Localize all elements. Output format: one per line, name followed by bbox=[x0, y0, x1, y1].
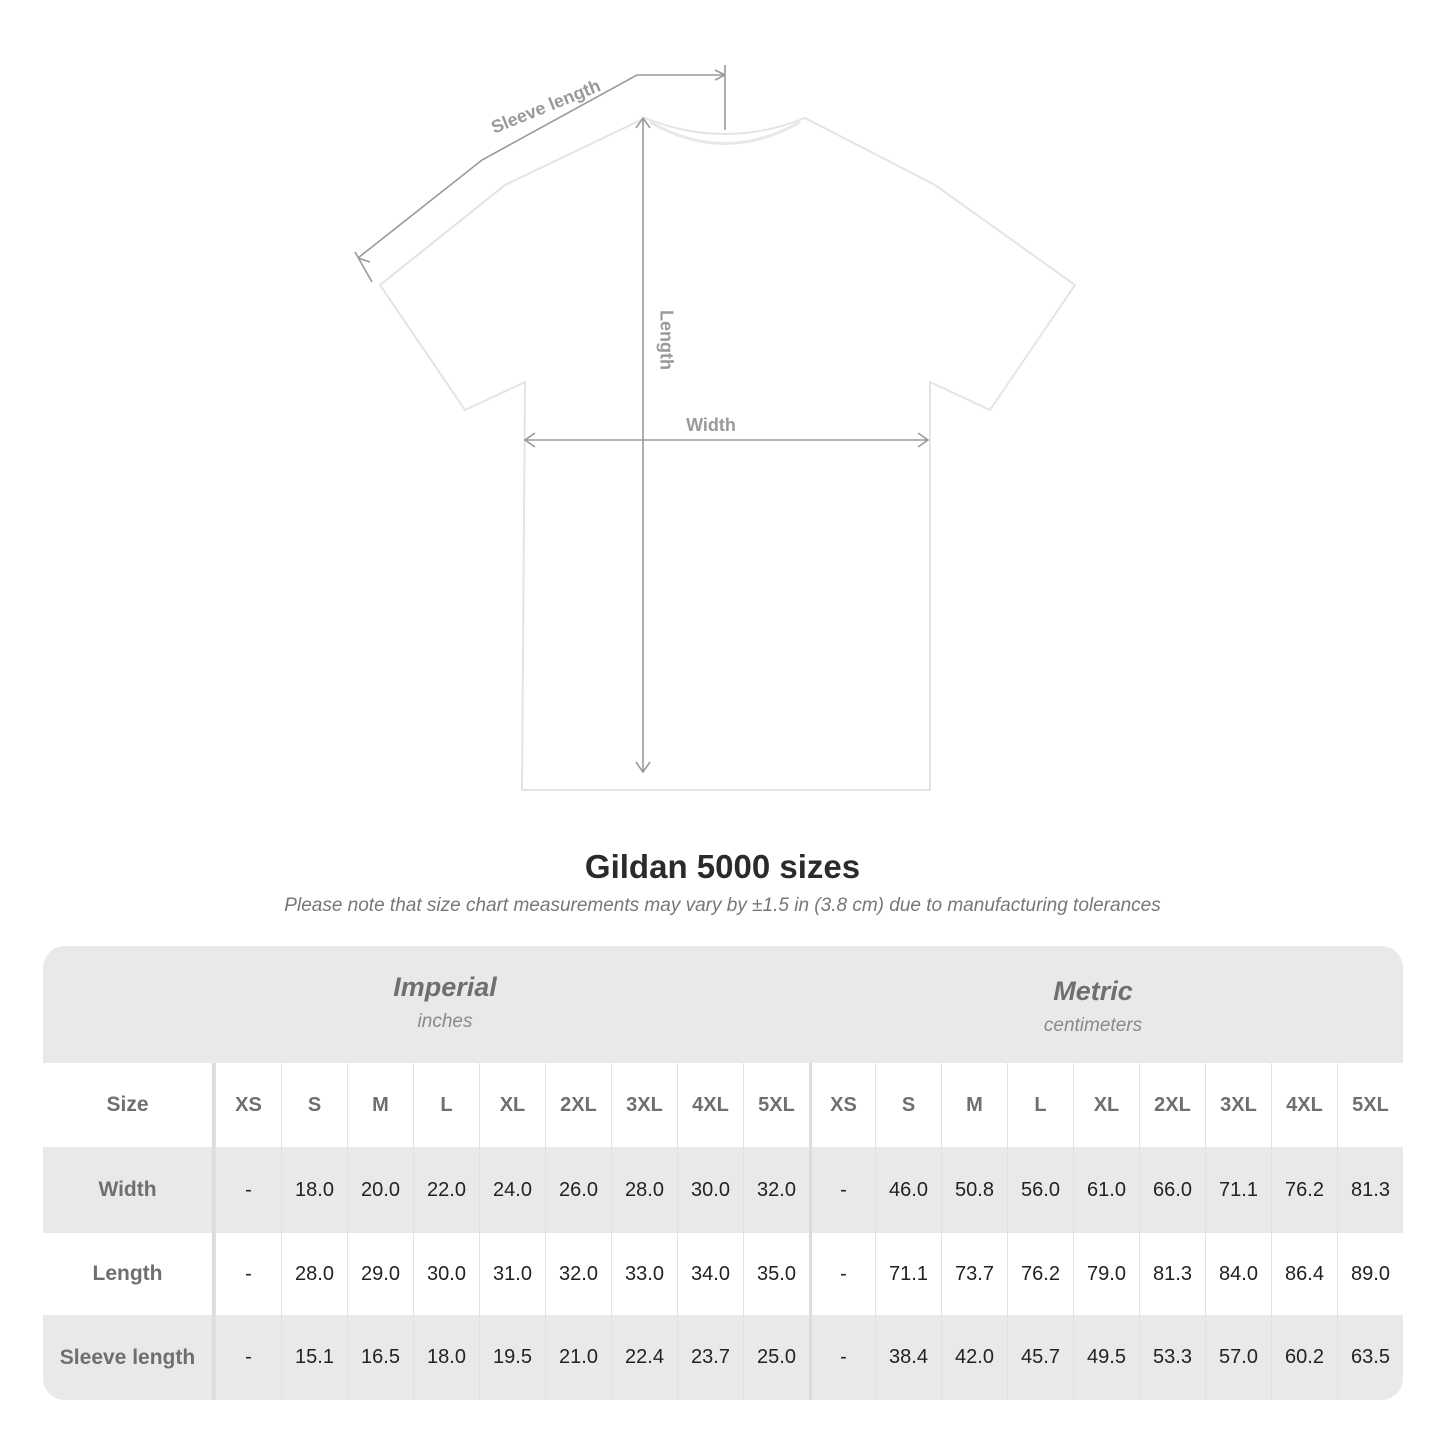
imperial-value-cell: 33.0 bbox=[611, 1233, 677, 1315]
imperial-value-cell: 19.5 bbox=[479, 1315, 545, 1400]
imperial-value-cell: 22.0 bbox=[413, 1147, 479, 1233]
sleeve-measure-line bbox=[354, 65, 726, 283]
imperial-unit: inches bbox=[417, 1011, 473, 1032]
metric-value-cell: 45.7 bbox=[1007, 1315, 1073, 1400]
imperial-value-cell: 18.0 bbox=[281, 1147, 347, 1233]
size-header-cell: XL bbox=[479, 1063, 545, 1147]
metric-value-cell: 79.0 bbox=[1073, 1233, 1139, 1315]
table-row: Sleeve length -15.1 16.5 18.0 19.5 21.0 22.4 23… bbox=[43, 1315, 1403, 1400]
collar bbox=[649, 120, 801, 145]
width-measure-line bbox=[523, 432, 930, 448]
metric-value-cell: 46.0 bbox=[875, 1147, 941, 1233]
size-header-cell: 2XL bbox=[1139, 1063, 1205, 1147]
imperial-value-cell: 18.0 bbox=[413, 1315, 479, 1400]
metric-value-cell: 81.3 bbox=[1139, 1233, 1205, 1315]
size-header-cell: 2XL bbox=[545, 1063, 611, 1147]
imperial-value-cell: 23.7 bbox=[677, 1315, 743, 1400]
metric-value-cell: 42.0 bbox=[941, 1315, 1007, 1400]
imperial-value-cell: 35.0 bbox=[743, 1233, 809, 1315]
metric-value-cell: 53.3 bbox=[1139, 1315, 1205, 1400]
metric-title: Metric bbox=[1053, 976, 1133, 1006]
tolerance-note: Please note that size chart measurements… bbox=[284, 895, 1161, 916]
page-title: Gildan 5000 sizes bbox=[584, 848, 861, 885]
imperial-value-cell: 25.0 bbox=[743, 1315, 809, 1400]
metric-value-cell: - bbox=[809, 1233, 875, 1315]
size-header-cell: XS bbox=[809, 1063, 875, 1147]
imperial-value-cell: 32.0 bbox=[545, 1233, 611, 1315]
metric-value-cell: 50.8 bbox=[941, 1147, 1007, 1233]
tshirt-shape bbox=[378, 116, 1077, 791]
width-label: Width bbox=[686, 415, 736, 435]
row-label: Sleeve length bbox=[43, 1315, 215, 1400]
size-header-cell: 4XL bbox=[1271, 1063, 1337, 1147]
size-header-cell: M bbox=[347, 1063, 413, 1147]
size-header-cell: 5XL bbox=[743, 1063, 809, 1147]
metric-value-cell: 76.2 bbox=[1271, 1147, 1337, 1233]
size-header-cell: S bbox=[281, 1063, 347, 1147]
imperial-value-cell: 34.0 bbox=[677, 1233, 743, 1315]
sleeve-label: Sleeve length bbox=[488, 75, 603, 137]
metric-value-cell: 81.3 bbox=[1337, 1147, 1403, 1233]
row-label: Size bbox=[43, 1063, 215, 1147]
imperial-value-cell: 31.0 bbox=[479, 1233, 545, 1315]
imperial-value-cell: 30.0 bbox=[413, 1233, 479, 1315]
table-row: Width -18.0 20.0 22.0 24.0 26.0 28.0 30.0 32.0-4… bbox=[43, 1147, 1403, 1233]
size-header-cell: S bbox=[875, 1063, 941, 1147]
table-row: Length -28.0 29.0 30.0 31.0 32.0 33.0 34.0 35.0-… bbox=[43, 1233, 1403, 1315]
size-header-cell: XL bbox=[1073, 1063, 1139, 1147]
metric-value-cell: 60.2 bbox=[1271, 1315, 1337, 1400]
imperial-title: Imperial bbox=[393, 972, 497, 1002]
size-header-cell: 5XL bbox=[1337, 1063, 1403, 1147]
imperial-value-cell: 26.0 bbox=[545, 1147, 611, 1233]
imperial-value-cell: 28.0 bbox=[281, 1233, 347, 1315]
size-header-cell: 3XL bbox=[1205, 1063, 1271, 1147]
metric-value-cell: 57.0 bbox=[1205, 1315, 1271, 1400]
metric-value-cell: 56.0 bbox=[1007, 1147, 1073, 1233]
imperial-header: Imperial inches bbox=[215, 946, 675, 1063]
imperial-value-cell: 32.0 bbox=[743, 1147, 809, 1233]
length-measure-line bbox=[635, 116, 651, 774]
metric-value-cell: 61.0 bbox=[1073, 1147, 1139, 1233]
imperial-value-cell: 20.0 bbox=[347, 1147, 413, 1233]
metric-value-cell: 63.5 bbox=[1337, 1315, 1403, 1400]
metric-value-cell: 38.4 bbox=[875, 1315, 941, 1400]
imperial-value-cell: 28.0 bbox=[611, 1147, 677, 1233]
row-label: Length bbox=[43, 1233, 215, 1315]
metric-value-cell: - bbox=[809, 1315, 875, 1400]
size-table: Imperial inches Metric centimeters Size X… bbox=[43, 946, 1403, 1400]
metric-value-cell: 66.0 bbox=[1139, 1147, 1205, 1233]
size-header-cell: L bbox=[413, 1063, 479, 1147]
metric-value-cell: 49.5 bbox=[1073, 1315, 1139, 1400]
size-header-cell: 3XL bbox=[611, 1063, 677, 1147]
length-label: Length bbox=[656, 310, 676, 370]
metric-value-cell: 71.1 bbox=[875, 1233, 941, 1315]
row-label: Width bbox=[43, 1147, 215, 1233]
size-header-cell: 4XL bbox=[677, 1063, 743, 1147]
imperial-value-cell: 29.0 bbox=[347, 1233, 413, 1315]
imperial-value-cell: 21.0 bbox=[545, 1315, 611, 1400]
metric-value-cell: 89.0 bbox=[1337, 1233, 1403, 1315]
imperial-value-cell: 16.5 bbox=[347, 1315, 413, 1400]
imperial-value-cell: 22.4 bbox=[611, 1315, 677, 1400]
metric-value-cell: 84.0 bbox=[1205, 1233, 1271, 1315]
imperial-value-cell: 24.0 bbox=[479, 1147, 545, 1233]
imperial-value-cell: - bbox=[215, 1315, 281, 1400]
size-header-cell: L bbox=[1007, 1063, 1073, 1147]
metric-value-cell: - bbox=[809, 1147, 875, 1233]
size-header-row: Size XS S M L XL 2XL 3XL 4XL 5XL XS S M L XL 2XL 3XL 4XL 5… bbox=[43, 1063, 1403, 1147]
imperial-value-cell: 15.1 bbox=[281, 1315, 347, 1400]
imperial-value-cell: 30.0 bbox=[677, 1147, 743, 1233]
tshirt-diagram: Sleeve length Length Width bbox=[354, 65, 1077, 791]
metric-value-cell: 73.7 bbox=[941, 1233, 1007, 1315]
imperial-value-cell: - bbox=[215, 1233, 281, 1315]
size-header-cell: XS bbox=[215, 1063, 281, 1147]
metric-value-cell: 86.4 bbox=[1271, 1233, 1337, 1315]
size-header-cell: M bbox=[941, 1063, 1007, 1147]
metric-header: Metric centimeters bbox=[863, 946, 1323, 1063]
metric-value-cell: 76.2 bbox=[1007, 1233, 1073, 1315]
metric-value-cell: 71.1 bbox=[1205, 1147, 1271, 1233]
metric-unit: centimeters bbox=[1043, 1015, 1143, 1036]
imperial-value-cell: - bbox=[215, 1147, 281, 1233]
